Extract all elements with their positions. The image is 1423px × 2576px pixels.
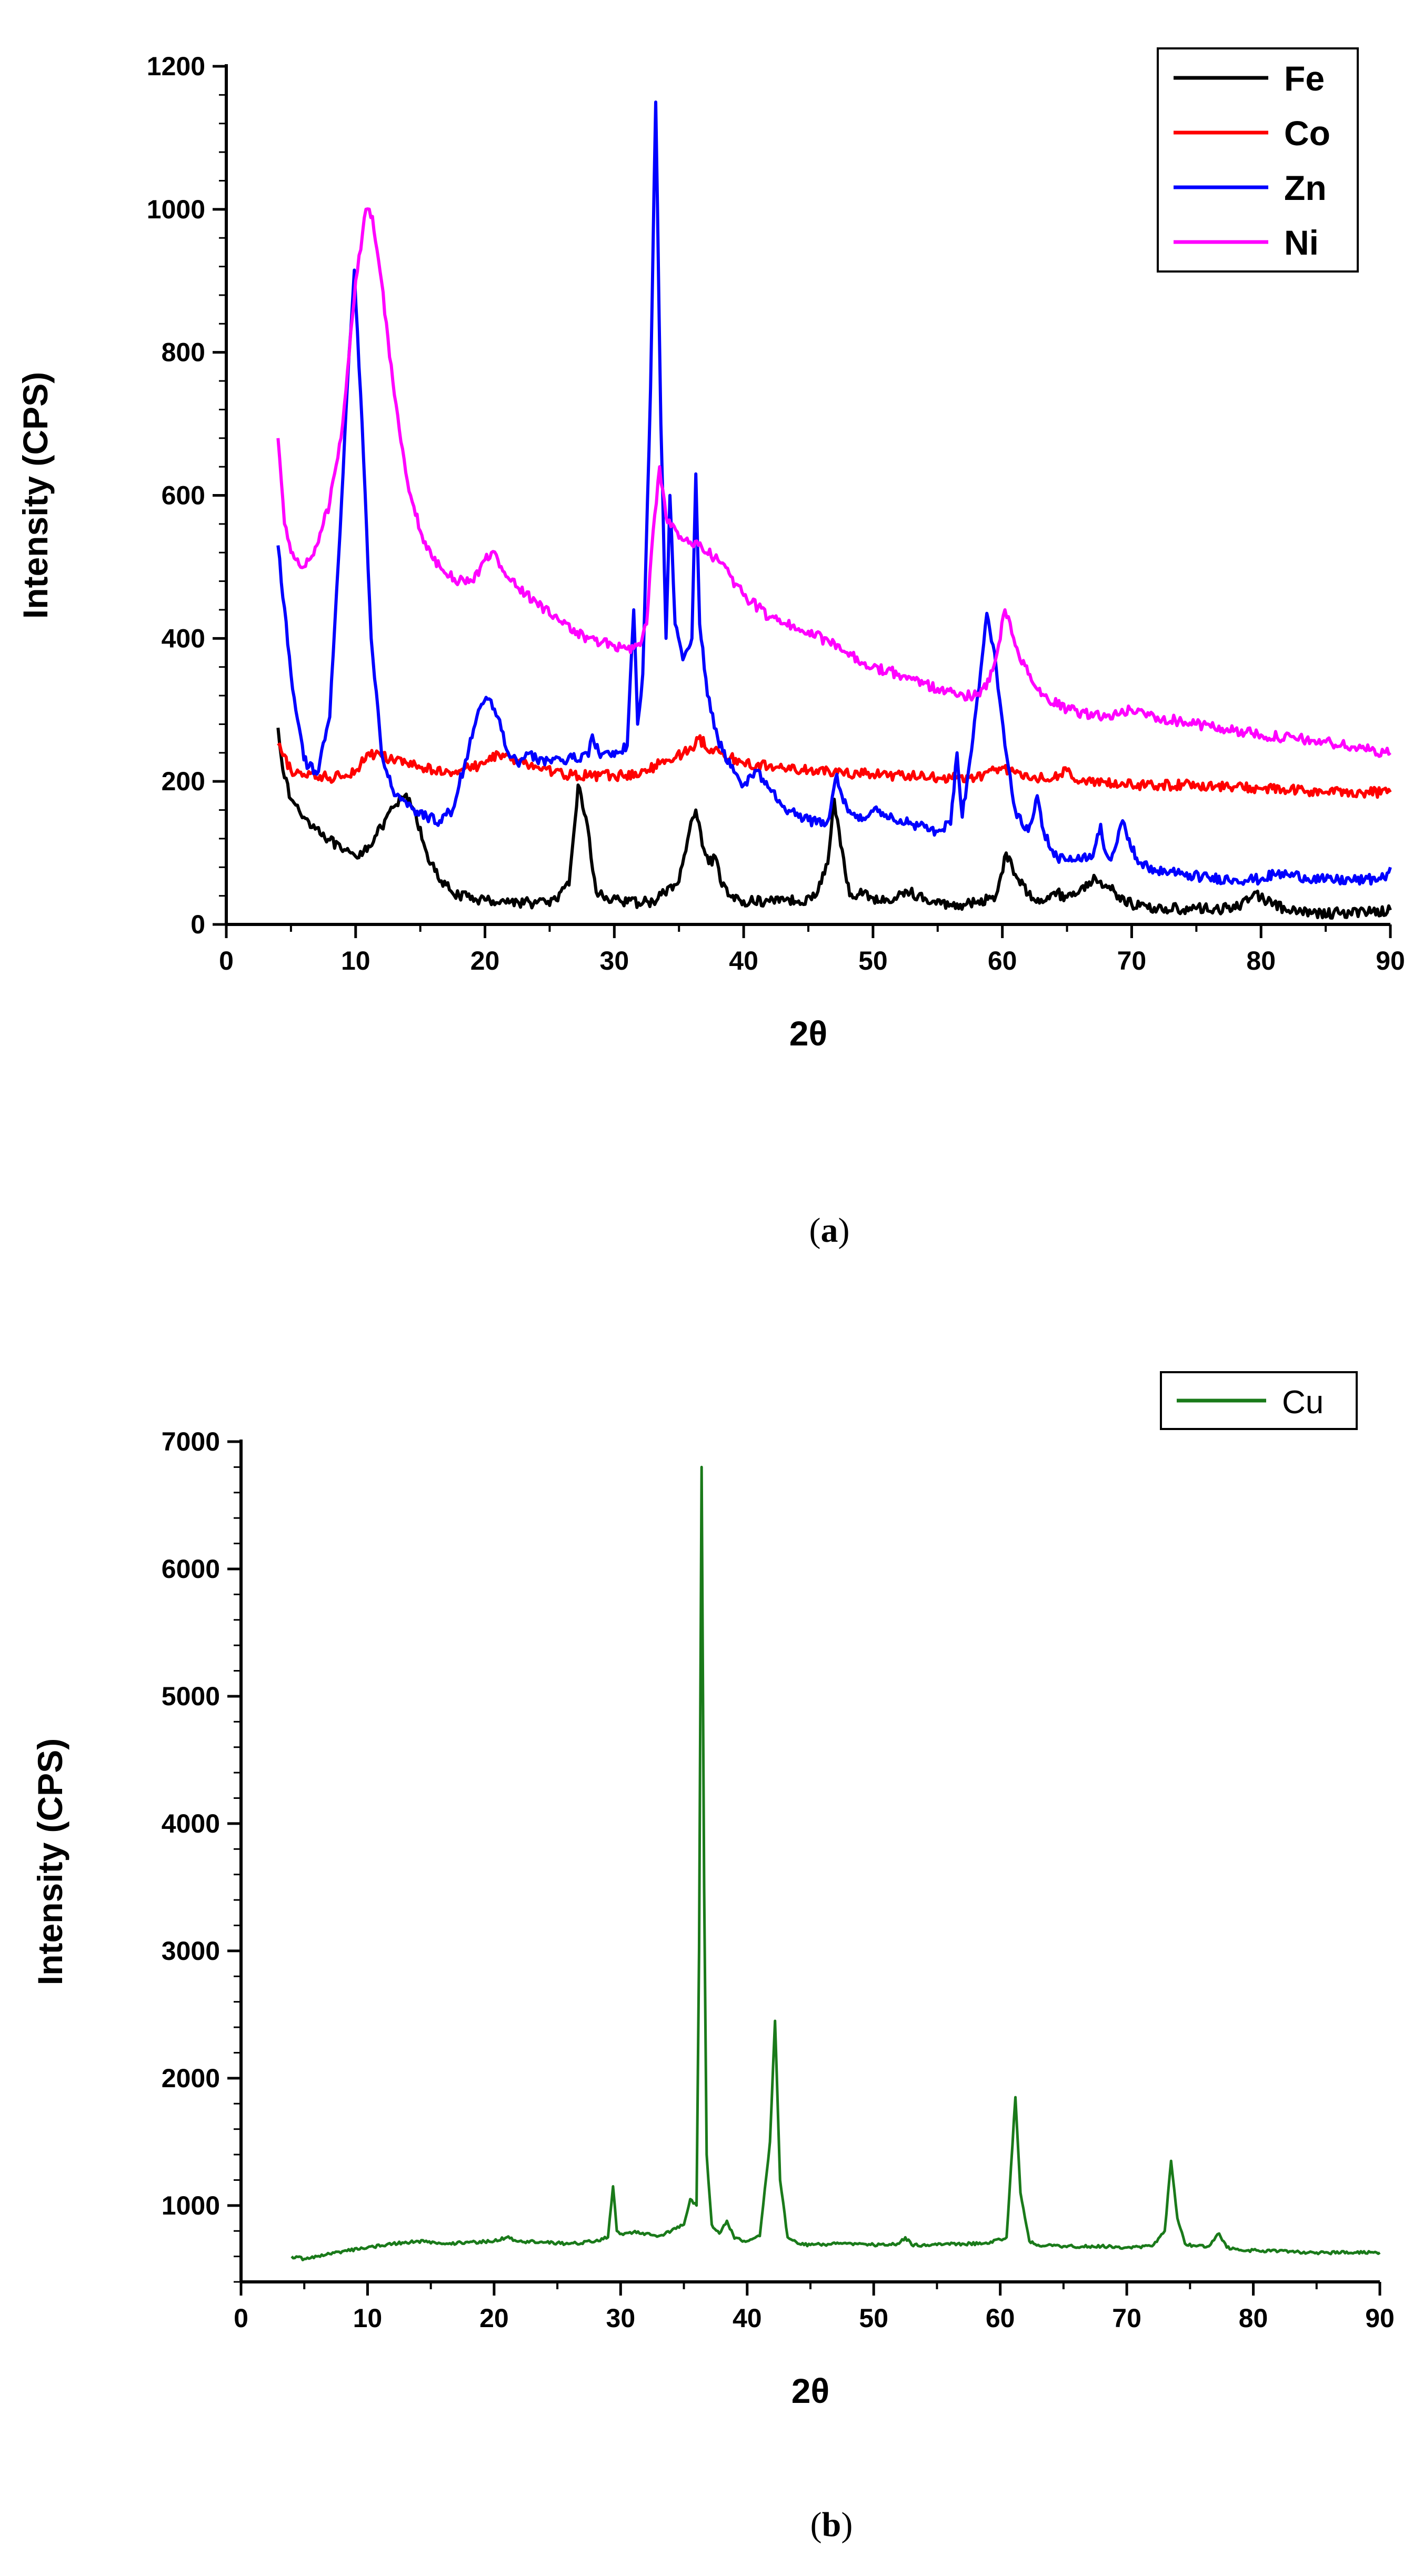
b-x-tick-label: 80 xyxy=(1239,2303,1268,2333)
panel-a-caption: (a) xyxy=(809,1211,850,1250)
b-x-tick-label: 60 xyxy=(986,2303,1015,2333)
panel-b-series xyxy=(290,1465,1381,2261)
b-x-tick-label: 50 xyxy=(859,2303,888,2333)
a-x-tick-label: 40 xyxy=(729,946,758,975)
b-x-tick-label: 90 xyxy=(1365,2303,1395,2333)
a-x-tick-label: 60 xyxy=(988,946,1017,975)
b-y-tick-label: 1000 xyxy=(162,2191,220,2220)
a-x-tick-label: 90 xyxy=(1376,946,1405,975)
panel-b-legend: Cu xyxy=(1160,1371,1358,1430)
a-series-fe xyxy=(276,727,1392,920)
a-x-tick-label: 20 xyxy=(470,946,500,975)
b-y-tick-label: 2000 xyxy=(162,2064,220,2093)
a-legend-label-ni: Ni xyxy=(1284,223,1319,262)
b-x-tick-label: 10 xyxy=(353,2303,383,2333)
panel-b-axes xyxy=(239,1440,1380,2283)
b-y-tick-label: 3000 xyxy=(162,1936,220,1966)
a-legend-label-co: Co xyxy=(1284,114,1330,153)
a-x-tick-label: 0 xyxy=(219,946,234,975)
a-y-tick-label: 800 xyxy=(162,338,205,367)
b-y-tick-label: 6000 xyxy=(162,1554,220,1584)
a-x-tick-label: 50 xyxy=(858,946,888,975)
panel-b-x-axis-title: 2θ xyxy=(791,2371,829,2410)
a-y-tick-label: 0 xyxy=(191,910,205,939)
a-legend-label-zn: Zn xyxy=(1284,168,1327,207)
b-x-tick-label: 20 xyxy=(479,2303,509,2333)
panel-a-x-axis-title: 2θ xyxy=(789,1014,827,1053)
b-x-tick-label: 40 xyxy=(733,2303,762,2333)
b-legend-label-cu: Cu xyxy=(1282,1384,1324,1421)
a-x-tick-label: 70 xyxy=(1117,946,1147,975)
panel-b-y-axis-title: Intensity (CPS) xyxy=(31,1738,69,1985)
b-y-tick-label: 7000 xyxy=(162,1427,220,1456)
panel-b-chart: 0 10 20 30 40 50 60 70 80 90 1000 2000 3000 4000 5000 6… xyxy=(31,1371,1395,2544)
a-legend-box xyxy=(1157,47,1359,273)
a-legend-label-fe: Fe xyxy=(1284,59,1325,98)
panel-a-series xyxy=(276,100,1392,920)
a-y-tick-label: 1000 xyxy=(147,195,205,224)
a-series-ni xyxy=(276,207,1391,758)
panel-b-caption: (b) xyxy=(810,2505,853,2544)
a-y-tick-label: 200 xyxy=(162,767,205,796)
b-x-tick-label: 30 xyxy=(606,2303,636,2333)
a-y-tick-label: 400 xyxy=(162,623,205,653)
panel-a-ticks: 0 10 20 30 40 50 60 70 80 90 0 200 400 600 800 1000 1200 xyxy=(147,52,1405,975)
a-x-tick-label: 10 xyxy=(341,946,370,975)
b-y-tick-label: 4000 xyxy=(162,1809,220,1838)
a-y-tick-label: 1200 xyxy=(147,52,205,81)
panel-a-axes xyxy=(225,64,1390,926)
panel-a-legend: Fe Co Zn Ni xyxy=(1157,47,1359,273)
a-x-tick-label: 30 xyxy=(600,946,629,975)
a-series-zn xyxy=(276,100,1392,886)
b-x-tick-label: 0 xyxy=(234,2303,248,2333)
panel-a-y-axis-title: Intensity (CPS) xyxy=(16,372,55,619)
b-y-tick-label: 5000 xyxy=(162,1682,220,1711)
b-series-cu xyxy=(290,1465,1381,2261)
panel-a-chart: 0 10 20 30 40 50 60 70 80 90 0 200 400 600 800 1000 1200… xyxy=(16,47,1405,1250)
b-x-tick-label: 70 xyxy=(1112,2303,1141,2333)
a-x-tick-label: 80 xyxy=(1246,946,1276,975)
a-y-tick-label: 600 xyxy=(162,481,205,510)
